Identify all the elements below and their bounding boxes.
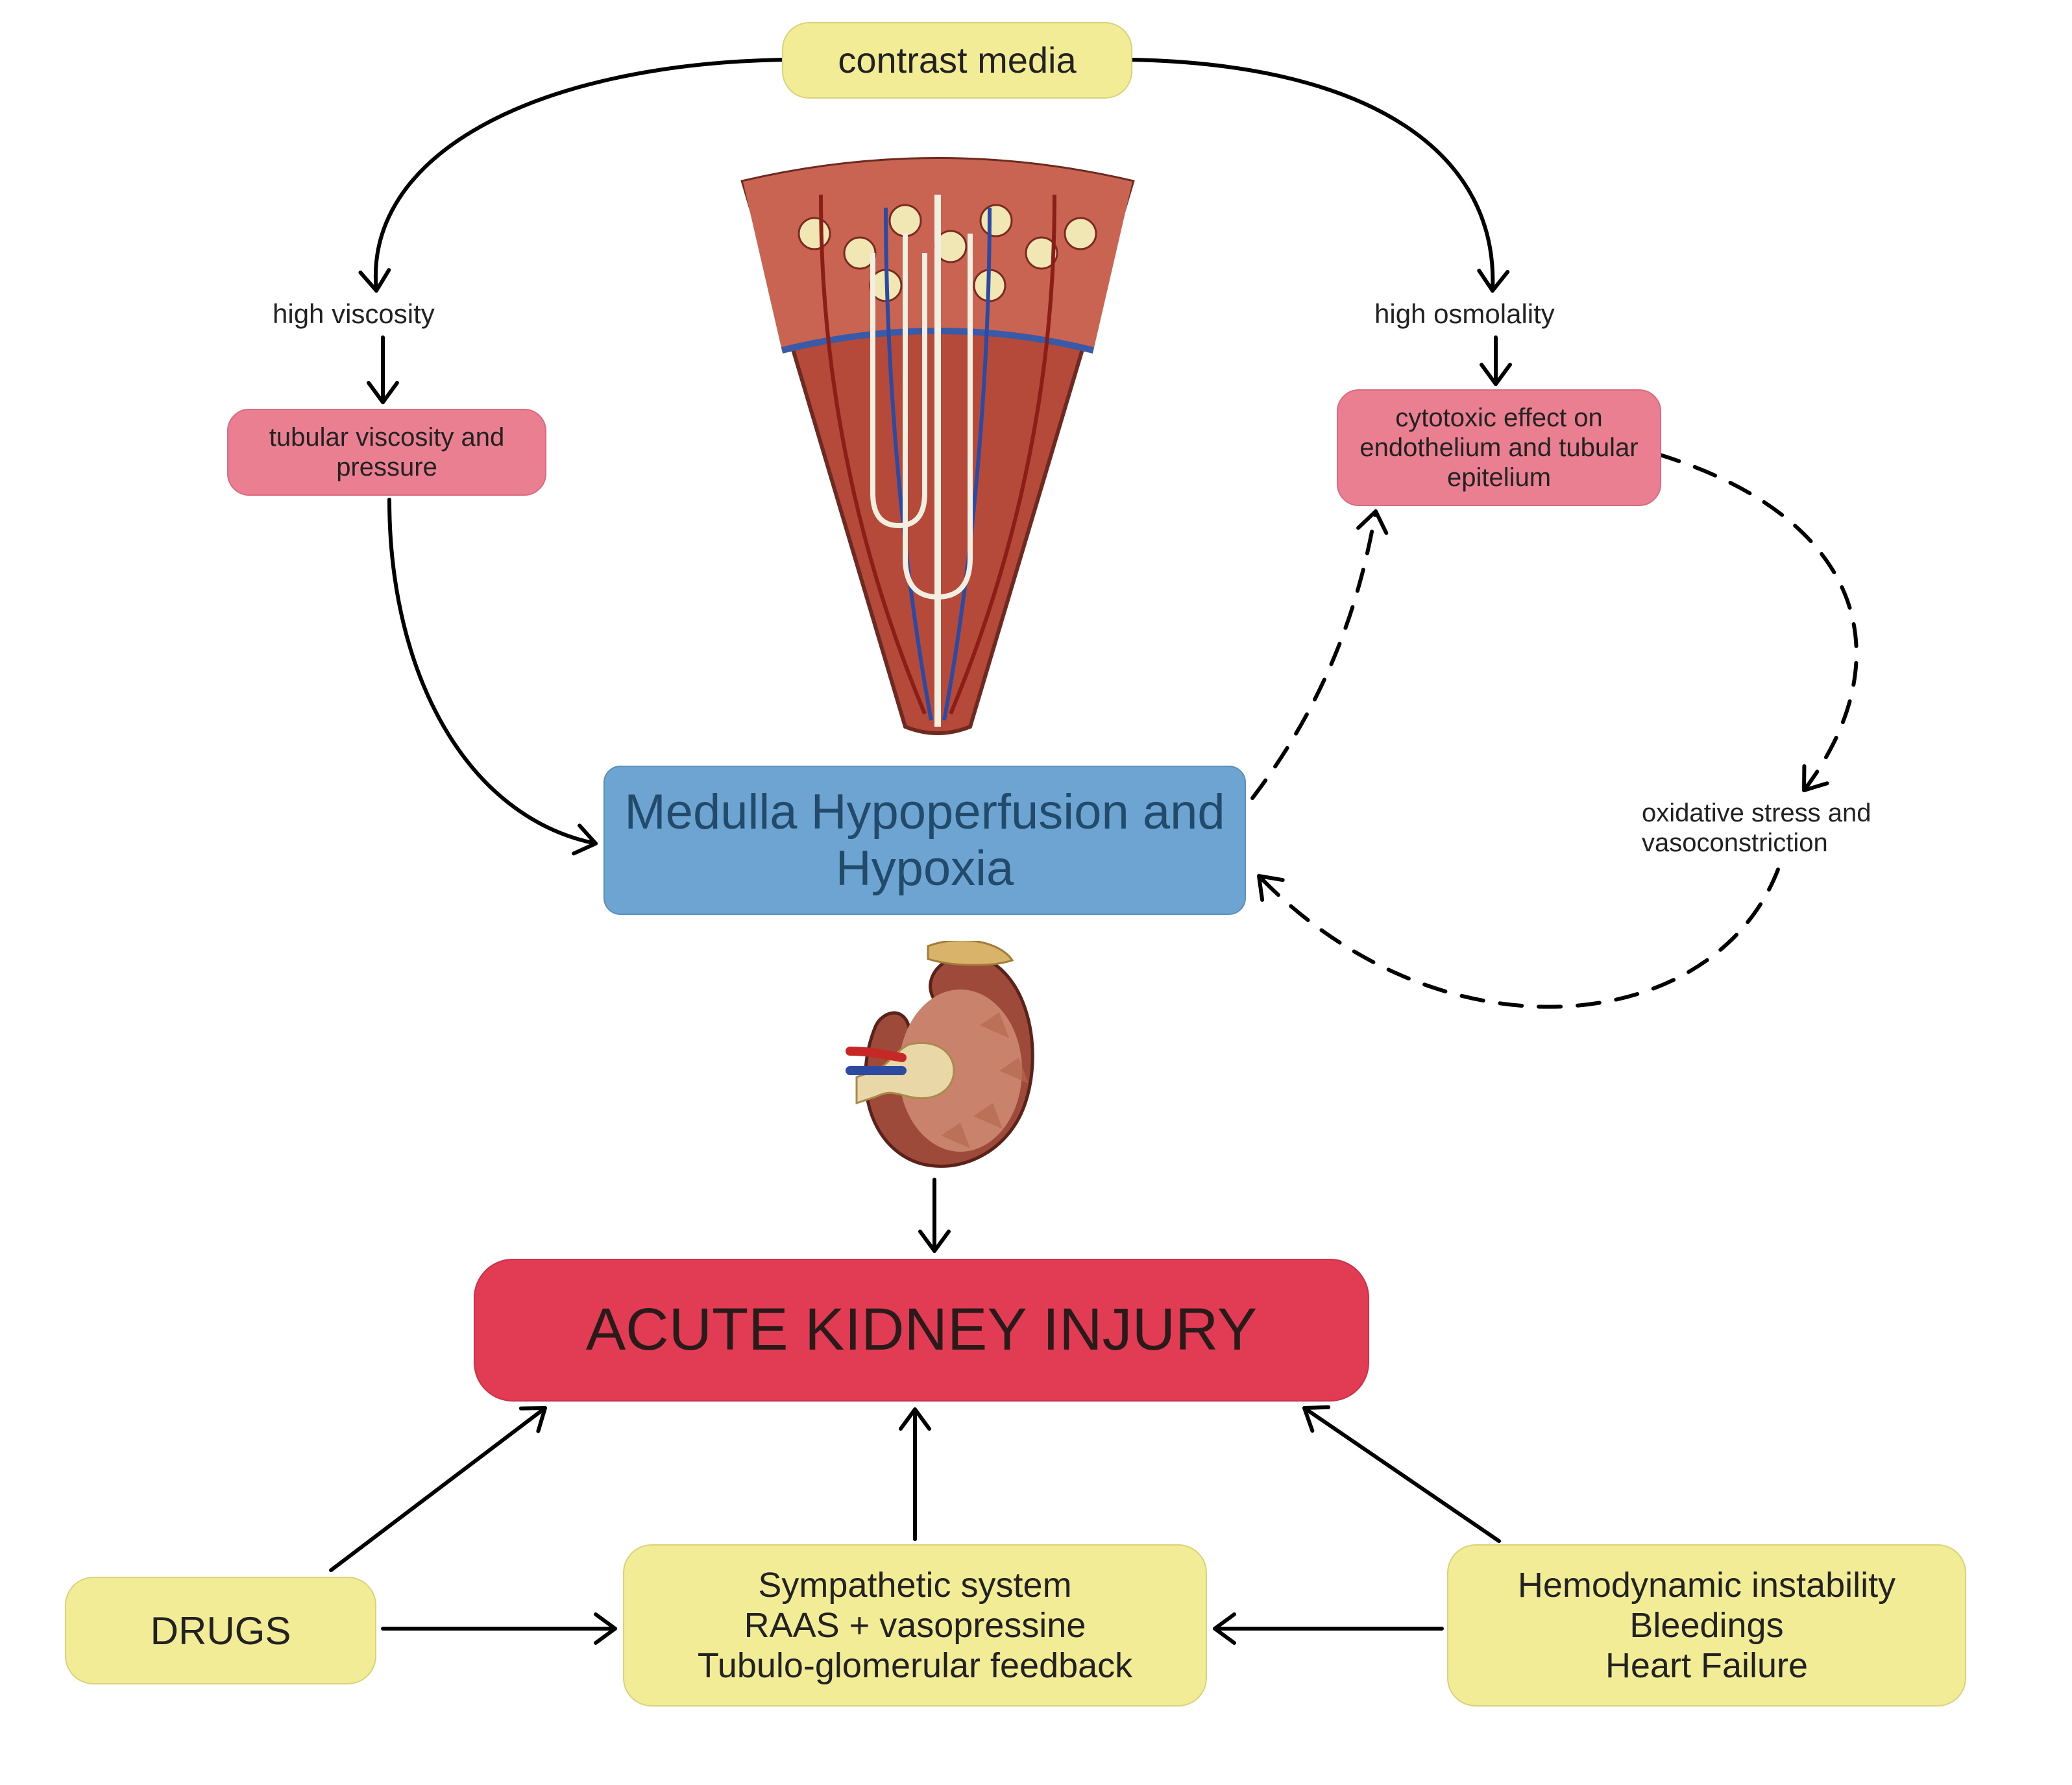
- node-sympathetic: Sympathetic systemRAAS + vasopressineTub…: [623, 1544, 1207, 1706]
- node-drugs: DRUGS: [65, 1577, 376, 1684]
- kidney-icon: [831, 941, 1038, 1174]
- node-sympathetic-label: Sympathetic systemRAAS + vasopressineTub…: [698, 1565, 1132, 1686]
- diagram-canvas: contrast media high viscosity high osmol…: [0, 0, 2072, 1785]
- node-drugs-label: DRUGS: [151, 1609, 291, 1653]
- node-tubular-viscosity-label: tubular viscosity and pressure: [247, 422, 527, 482]
- label-high-viscosity: high viscosity: [273, 298, 493, 330]
- label-high-osmolality: high osmolality: [1374, 298, 1621, 330]
- node-aki: ACUTE KIDNEY INJURY: [474, 1259, 1369, 1402]
- node-cytotoxic-label: cytotoxic effect on endothelium and tubu…: [1356, 403, 1642, 492]
- node-contrast-media: contrast media: [782, 22, 1132, 99]
- node-hemodynamic: Hemodynamic instabilityBleedingsHeart Fa…: [1447, 1544, 1966, 1706]
- node-aki-label: ACUTE KIDNEY INJURY: [586, 1296, 1257, 1365]
- node-contrast-media-label: contrast media: [838, 40, 1076, 81]
- label-high-viscosity-text: high viscosity: [273, 298, 435, 329]
- node-hemodynamic-label: Hemodynamic instabilityBleedingsHeart Fa…: [1518, 1565, 1895, 1686]
- node-medulla: Medulla Hypoperfusion and Hypoxia: [603, 766, 1246, 915]
- label-high-osmolality-text: high osmolality: [1374, 298, 1555, 329]
- node-tubular-viscosity: tubular viscosity and pressure: [227, 409, 546, 496]
- label-oxidative: oxidative stress and vasoconstriction: [1642, 798, 1927, 858]
- node-cytotoxic: cytotoxic effect on endothelium and tubu…: [1337, 389, 1661, 506]
- node-medulla-label: Medulla Hypoperfusion and Hypoxia: [623, 784, 1226, 897]
- kidney-wedge-icon: [691, 156, 1184, 740]
- label-oxidative-text: oxidative stress and vasoconstriction: [1642, 799, 1871, 857]
